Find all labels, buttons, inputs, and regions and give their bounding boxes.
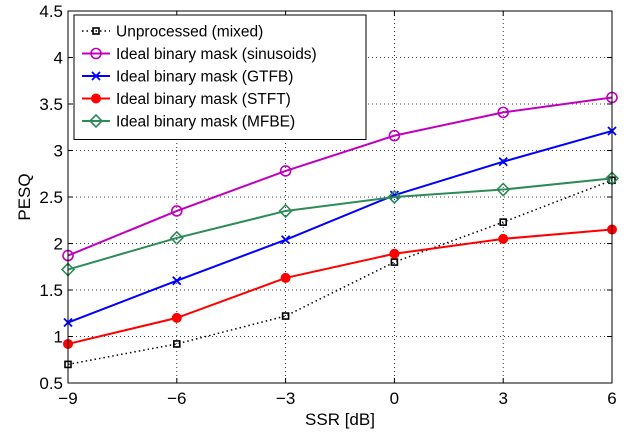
y-tick-label: 1 <box>54 328 63 347</box>
x-tick-label: −9 <box>58 389 77 408</box>
legend-entry: Ideal binary mask (MFBE) <box>82 114 295 131</box>
data-point-square-marker <box>281 312 290 320</box>
y-tick-label: 1.5 <box>39 281 63 300</box>
data-point-square-marker <box>499 218 508 226</box>
legend-label: Ideal binary mask (GTFB) <box>116 69 293 86</box>
data-point-diamond-marker <box>88 113 104 129</box>
series-line <box>67 96 613 257</box>
x-tick-label: −3 <box>276 389 295 408</box>
x-axis-label: SSR [dB] <box>305 410 375 429</box>
y-tick-label: 2.5 <box>39 188 63 207</box>
data-point-diamond-marker <box>496 182 511 197</box>
legend: Unprocessed (mixed) Ideal binary mask (si… <box>73 14 367 140</box>
data-point-dot-marker <box>171 312 182 323</box>
data-point-circle-marker <box>279 165 292 177</box>
legend-label: Ideal binary mask (STFT) <box>116 91 291 108</box>
data-point-circle-marker <box>90 47 102 60</box>
x-tick-label: 3 <box>498 389 507 408</box>
x-tick-label: −6 <box>167 389 186 408</box>
series-line <box>67 130 613 324</box>
y-axis-label: PESQ <box>15 173 34 220</box>
data-point-square-marker <box>390 258 399 266</box>
data-point-square-marker <box>92 27 100 35</box>
series-line <box>67 228 613 345</box>
legend-label: Ideal binary mask (MFBE) <box>116 114 295 131</box>
y-tick-label: 4.5 <box>39 2 63 21</box>
legend-label: Ideal binary mask (sinusoids) <box>116 46 317 63</box>
axis-ticks: −9 −6 −3 0 3 6 0.5 1 1.5 2 2.5 3 3.5 4 4.5 <box>39 2 616 408</box>
legend-box <box>73 14 367 140</box>
x-tick-label: 0 <box>390 389 399 408</box>
series-1 <box>62 91 618 262</box>
legend-entry: Ideal binary mask (STFT) <box>82 91 291 108</box>
series-group <box>60 91 620 369</box>
y-tick-label: 3 <box>54 142 63 161</box>
data-point-diamond-marker <box>169 230 184 246</box>
series-line <box>67 179 613 366</box>
data-point-circle-marker <box>171 205 183 217</box>
y-tick-label: 2 <box>54 235 63 254</box>
data-point-diamond-marker <box>278 203 293 219</box>
data-point-dot-marker <box>498 233 509 244</box>
series-line <box>67 177 613 271</box>
y-tick-label: 3.5 <box>39 95 63 114</box>
legend-entry: Ideal binary mask (GTFB) <box>82 69 293 86</box>
series-3 <box>63 224 617 349</box>
data-point-square-marker <box>173 340 181 348</box>
data-point-dot-marker <box>389 248 400 259</box>
data-point-x-marker <box>498 157 508 167</box>
data-point-x-marker <box>172 276 182 286</box>
legend-entry: Ideal binary mask (sinusoids) <box>82 46 317 63</box>
legend-entry: Unprocessed (mixed) <box>82 24 263 41</box>
data-point-dot-marker <box>91 93 101 104</box>
data-point-x-marker <box>91 71 101 81</box>
x-tick-label: 6 <box>607 389 616 408</box>
y-tick-label: 0.5 <box>39 374 63 393</box>
data-point-circle-marker <box>388 129 401 142</box>
data-point-dot-marker <box>280 272 291 283</box>
data-point-circle-marker <box>497 106 510 119</box>
data-point-x-marker <box>280 235 291 245</box>
legend-label: Unprocessed (mixed) <box>116 24 263 41</box>
data-point-diamond-marker <box>387 189 402 205</box>
y-tick-label: 4 <box>54 49 63 68</box>
